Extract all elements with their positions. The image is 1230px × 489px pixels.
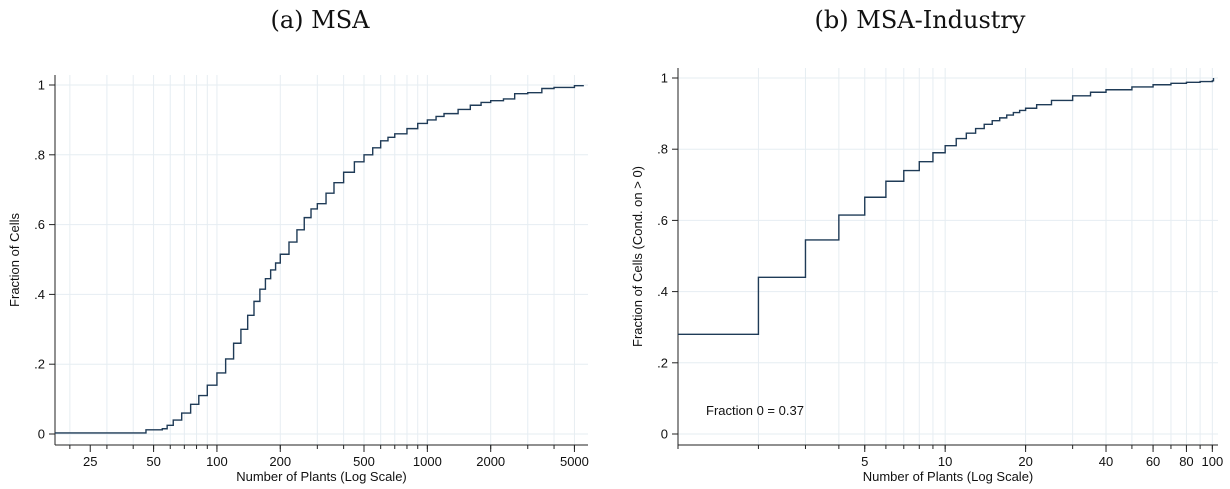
panel-a-x-tick-label: 100 bbox=[206, 454, 228, 469]
panel-b-title: (b) MSA-Industry bbox=[814, 6, 1026, 34]
panel-b-gridlines bbox=[677, 68, 1218, 445]
panel-b-x-tick-label: 10 bbox=[938, 454, 952, 469]
panel-a-x-tick-label: 25 bbox=[83, 454, 97, 469]
panel-b-y-tick-label: 0 bbox=[661, 427, 668, 442]
panel-a-x-tick-label: 200 bbox=[269, 454, 291, 469]
panel-b-y-tick-label: 1 bbox=[661, 71, 668, 86]
panel-a-y-axis-title: Fraction of Cells bbox=[7, 213, 22, 307]
panel-b-annotation: Fraction 0 = 0.37 bbox=[706, 403, 804, 418]
panel-b-y-tick-label: .2 bbox=[657, 355, 668, 370]
panel-a-series-line-0 bbox=[55, 85, 584, 434]
panel-a-x-tick-label: 5000 bbox=[560, 454, 589, 469]
panel-a-x-axis-title: Number of Plants (Log Scale) bbox=[236, 469, 407, 484]
panel-b-x-tick-label: 100 bbox=[1201, 454, 1223, 469]
panel-a-x-tick-label: 2000 bbox=[476, 454, 505, 469]
panel-a-msa: 25 50 100 200 500 1000 2000 5000 0 .2 .4 .6 .8 1 Numbe… bbox=[7, 75, 589, 484]
panel-b-x-axis-title: Number of Plants (Log Scale) bbox=[863, 469, 1034, 484]
panel-b-y-tick-label: .4 bbox=[657, 284, 668, 299]
panel-a-y-tick-label: 0 bbox=[38, 427, 45, 442]
panel-b-x-tick-label: 40 bbox=[1099, 454, 1113, 469]
panel-b-series-line-0 bbox=[678, 78, 1215, 336]
panel-a-title: (a) MSA bbox=[270, 6, 370, 34]
panel-b-x-tick-label: 20 bbox=[1018, 454, 1032, 469]
panel-a-gridlines bbox=[55, 75, 588, 445]
panel-a-y-tick-label: .8 bbox=[34, 147, 45, 162]
panel-a-x-tick-label: 50 bbox=[146, 454, 160, 469]
panel-b-x-tick-label: 5 bbox=[861, 454, 868, 469]
panel-a-y-tick-label: .4 bbox=[34, 287, 45, 302]
panel-a-y-tick-label: .2 bbox=[34, 357, 45, 372]
panel-b-x-tick-label: 60 bbox=[1146, 454, 1160, 469]
panel-a-x-tick-label: 1000 bbox=[413, 454, 442, 469]
panel-b-msa-industry: 5 10 20 40 60 80 100 0 .2 .4 .6 .8 1 Number of Plants… bbox=[630, 68, 1223, 484]
panel-a-y-tick-label: .6 bbox=[34, 217, 45, 232]
panel-b-x-tick-label: 80 bbox=[1179, 454, 1193, 469]
panel-a-x-tick-label: 500 bbox=[353, 454, 375, 469]
panel-b-y-axis-title: Fraction of Cells (Cond. on > 0) bbox=[630, 166, 645, 347]
panel-a-y-tick-label: 1 bbox=[38, 78, 45, 93]
panel-b-y-tick-label: .8 bbox=[657, 142, 668, 157]
panel-b-y-tick-label: .6 bbox=[657, 213, 668, 228]
